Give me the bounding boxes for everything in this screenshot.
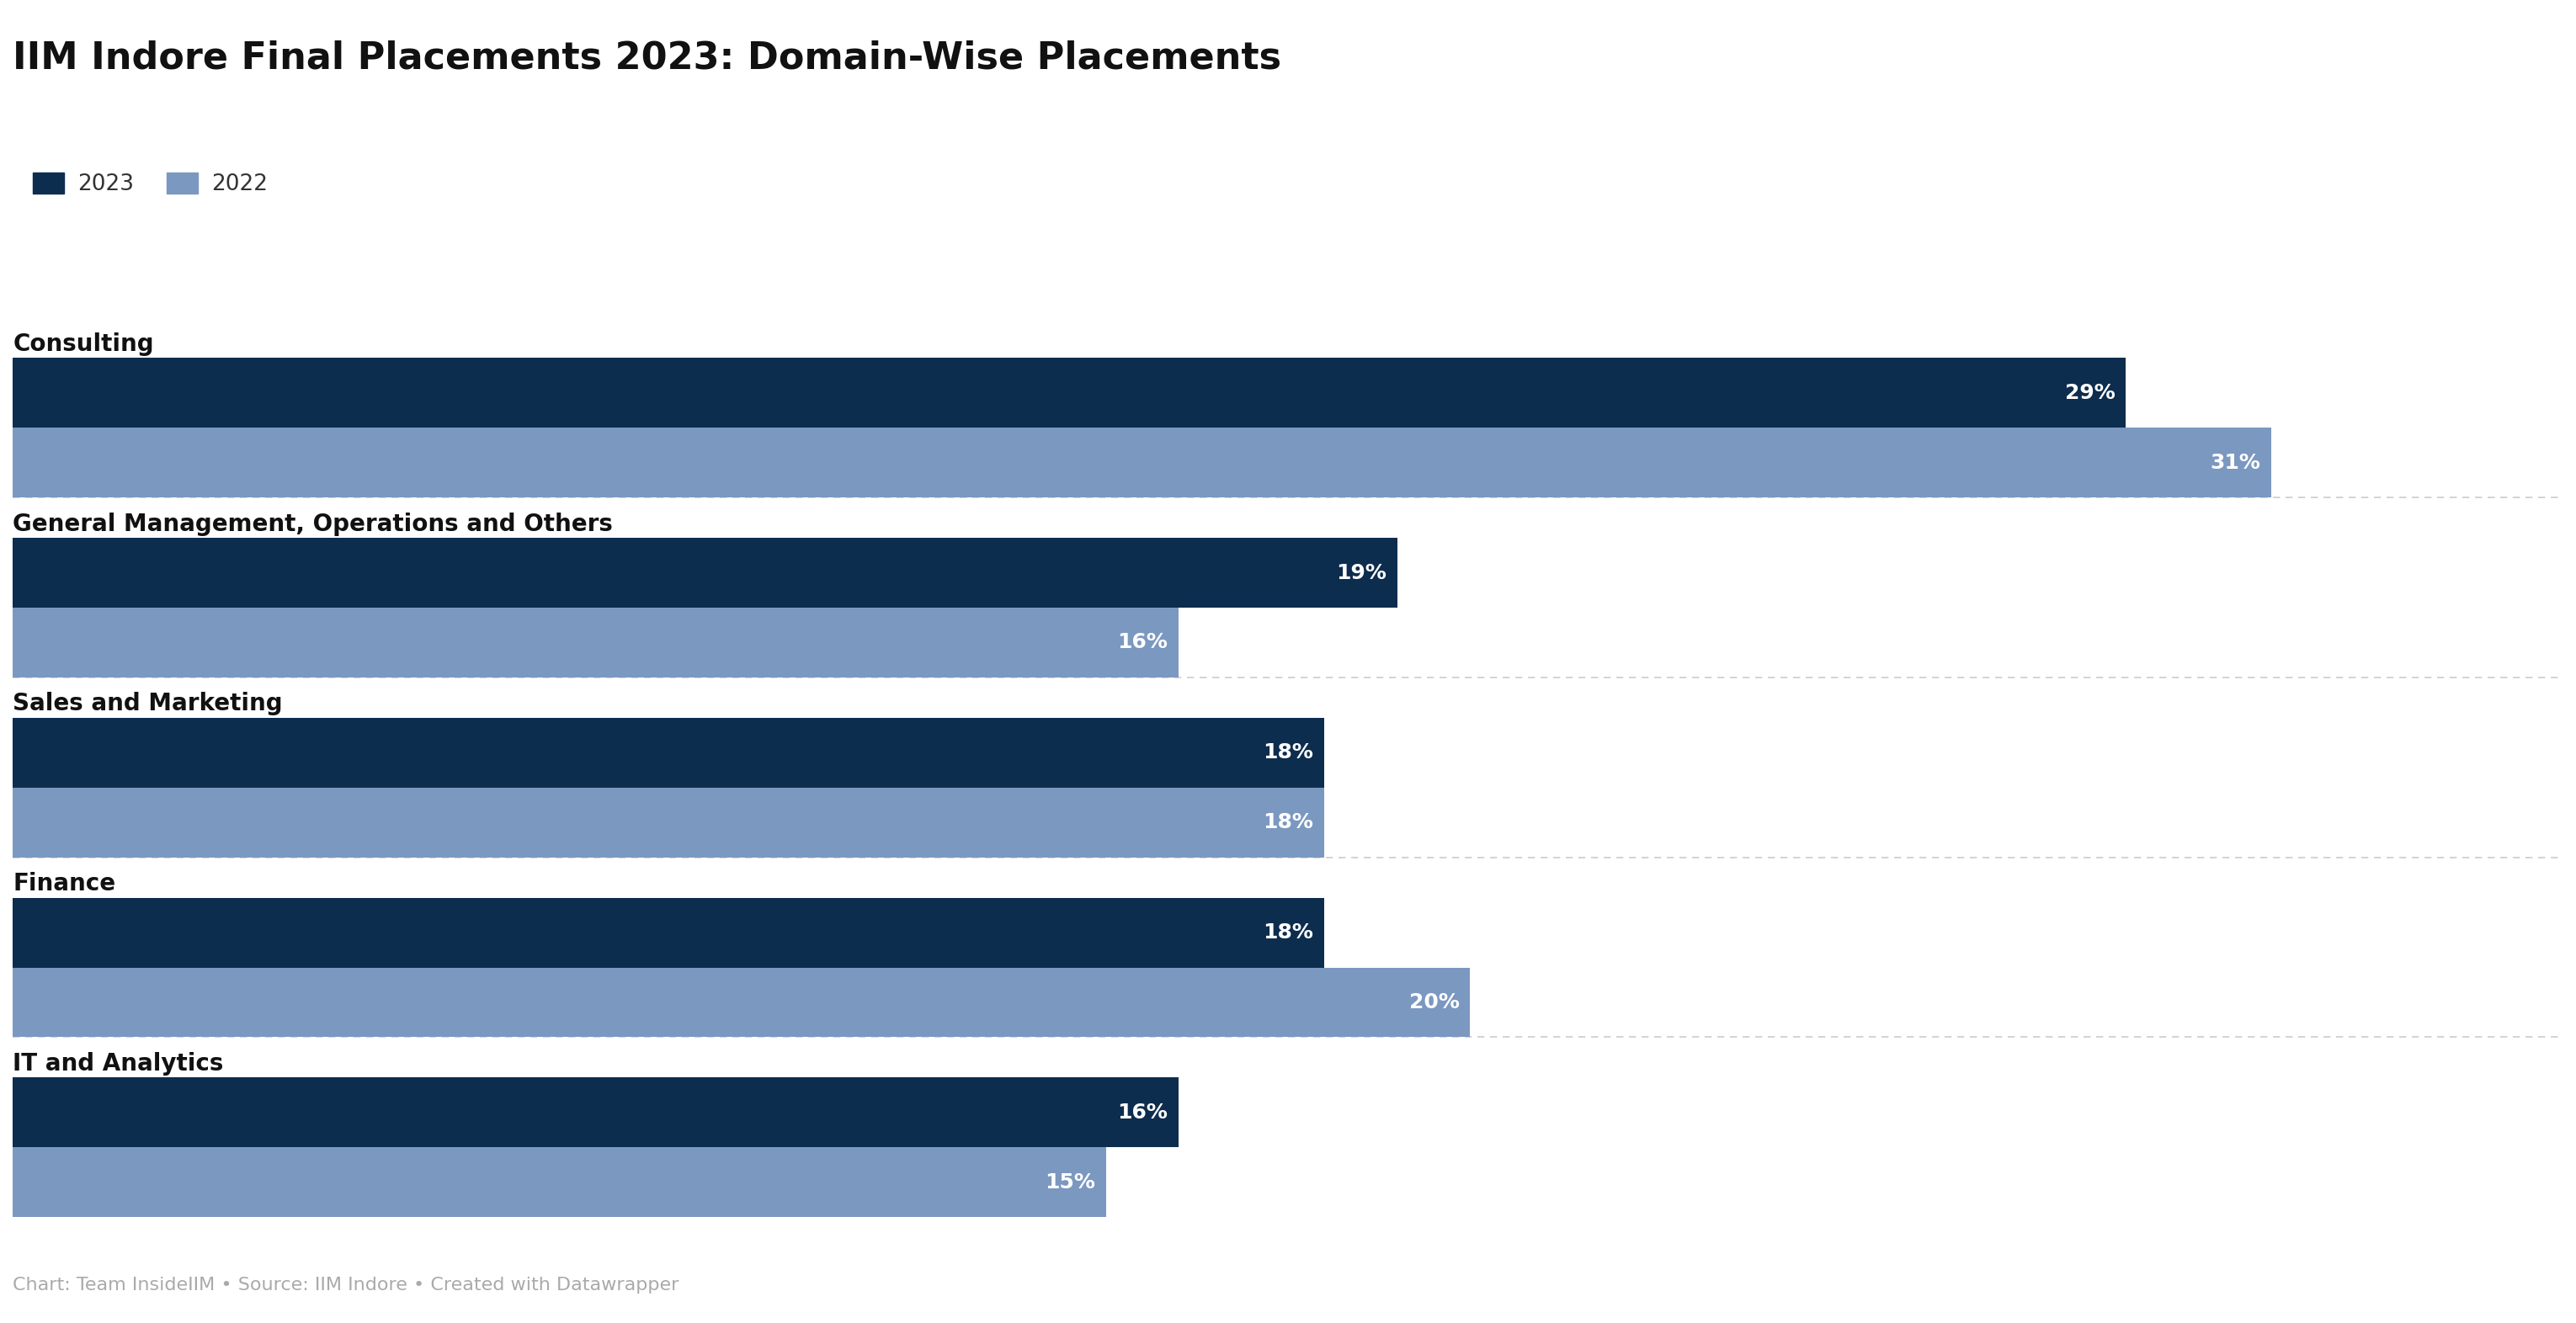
- Bar: [13, 967, 1471, 1037]
- Text: 20%: 20%: [1409, 992, 1458, 1012]
- Text: IIM Indore Final Placements 2023: Domain-Wise Placements: IIM Indore Final Placements 2023: Domain…: [13, 40, 1283, 75]
- Bar: [13, 1147, 1105, 1217]
- Text: Sales and Marketing: Sales and Marketing: [13, 692, 283, 716]
- Bar: [13, 359, 2125, 427]
- Text: 19%: 19%: [1337, 562, 1386, 583]
- Text: 31%: 31%: [2210, 452, 2262, 472]
- Legend: 2023, 2022: 2023, 2022: [23, 163, 276, 204]
- Text: General Management, Operations and Others: General Management, Operations and Other…: [13, 512, 613, 536]
- Text: 16%: 16%: [1118, 632, 1167, 652]
- Bar: [13, 718, 1324, 787]
- Bar: [13, 427, 2272, 497]
- Text: 16%: 16%: [1118, 1102, 1167, 1123]
- Bar: [13, 538, 1396, 607]
- Text: 15%: 15%: [1043, 1172, 1095, 1192]
- Bar: [13, 607, 1180, 677]
- Text: 18%: 18%: [1262, 742, 1314, 763]
- Text: IT and Analytics: IT and Analytics: [13, 1052, 224, 1076]
- Text: Chart: Team InsideIIM • Source: IIM Indore • Created with Datawrapper: Chart: Team InsideIIM • Source: IIM Indo…: [13, 1277, 680, 1294]
- Bar: [13, 787, 1324, 857]
- Bar: [13, 1078, 1180, 1147]
- Text: Finance: Finance: [13, 872, 116, 896]
- Text: 18%: 18%: [1262, 812, 1314, 832]
- Text: 29%: 29%: [2066, 382, 2115, 404]
- Bar: [13, 898, 1324, 967]
- Text: 18%: 18%: [1262, 922, 1314, 943]
- Text: Consulting: Consulting: [13, 332, 155, 356]
